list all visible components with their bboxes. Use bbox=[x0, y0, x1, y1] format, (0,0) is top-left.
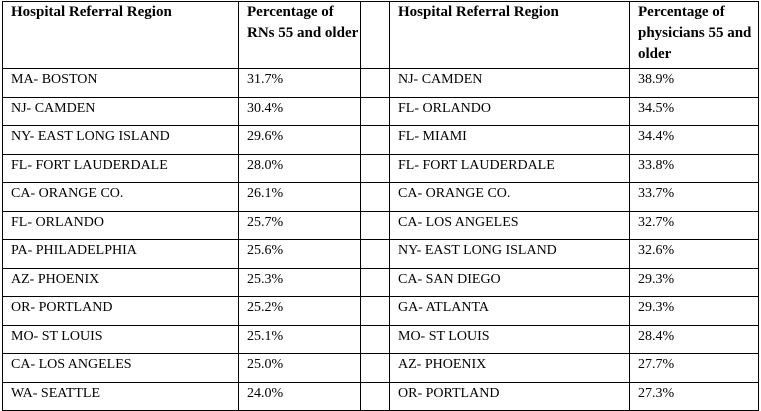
physician-percentage-cell: 33.8% bbox=[629, 153, 759, 183]
physician-region-cell: FL- ORLANDO bbox=[389, 96, 630, 126]
column-gap bbox=[360, 267, 390, 297]
column-gap bbox=[360, 239, 390, 269]
physician-region-cell: MO- ST LOUIS bbox=[389, 324, 630, 354]
table-row: FL- FORT LAUDERDALE 28.0% FL- FORT LAUDERD… bbox=[2, 153, 759, 183]
table-row: CA- ORANGE CO. 26.1% CA- ORANGE CO. 33.7% bbox=[2, 182, 759, 212]
physician-region-cell: CA- SAN DIEGO bbox=[389, 267, 630, 297]
column-gap bbox=[360, 1, 390, 69]
physician-percentage-cell: 27.7% bbox=[629, 353, 759, 383]
column-gap bbox=[360, 210, 390, 240]
rn-percentage-cell: 29.6% bbox=[238, 125, 361, 155]
physician-percentage-cell: 27.3% bbox=[629, 381, 759, 411]
column-gap bbox=[360, 96, 390, 126]
physician-region-cell: CA- ORANGE CO. bbox=[389, 182, 630, 212]
rn-region-cell: NJ- CAMDEN bbox=[2, 96, 239, 126]
rn-percentage-cell: 25.7% bbox=[238, 210, 361, 240]
header-physician-region: Hospital Referral Region bbox=[389, 1, 630, 69]
table-row: MA- BOSTON 31.7% NJ- CAMDEN 38.9% bbox=[2, 68, 759, 98]
physician-percentage-cell: 29.3% bbox=[629, 267, 759, 297]
physician-percentage-cell: 32.6% bbox=[629, 239, 759, 269]
table-row: FL- ORLANDO 25.7% CA- LOS ANGELES 32.7% bbox=[2, 210, 759, 240]
table-row: NJ- CAMDEN 30.4% FL- ORLANDO 34.5% bbox=[2, 96, 759, 126]
rn-percentage-cell: 31.7% bbox=[238, 68, 361, 98]
physician-percentage-cell: 33.7% bbox=[629, 182, 759, 212]
rn-percentage-cell: 24.0% bbox=[238, 381, 361, 411]
rn-region-cell: AZ- PHOENIX bbox=[2, 267, 239, 297]
column-gap bbox=[360, 381, 390, 411]
table-row: OR- PORTLAND 25.2% GA- ATLANTA 29.3% bbox=[2, 296, 759, 326]
rn-percentage-cell: 28.0% bbox=[238, 153, 361, 183]
physician-percentage-cell: 38.9% bbox=[629, 68, 759, 98]
table-row: AZ- PHOENIX 25.3% CA- SAN DIEGO 29.3% bbox=[2, 267, 759, 297]
rn-percentage-cell: 25.2% bbox=[238, 296, 361, 326]
rn-region-cell: CA- LOS ANGELES bbox=[2, 353, 239, 383]
rn-region-cell: PA- PHILADELPHIA bbox=[2, 239, 239, 269]
header-physician-percentage: Percentage of physicians 55 and older bbox=[629, 1, 759, 69]
physician-percentage-cell: 34.5% bbox=[629, 96, 759, 126]
rn-region-cell: FL- ORLANDO bbox=[2, 210, 239, 240]
rn-region-cell: NY- EAST LONG ISLAND bbox=[2, 125, 239, 155]
physician-region-cell: GA- ATLANTA bbox=[389, 296, 630, 326]
header-rn-percentage: Percentage of RNs 55 and older bbox=[238, 1, 361, 69]
header-row: Hospital Referral Region Percentage of R… bbox=[2, 1, 759, 69]
rn-region-cell: OR- PORTLAND bbox=[2, 296, 239, 326]
rn-region-cell: WA- SEATTLE bbox=[2, 381, 239, 411]
column-gap bbox=[360, 324, 390, 354]
rn-percentage-cell: 25.1% bbox=[238, 324, 361, 354]
physician-region-cell: FL- MIAMI bbox=[389, 125, 630, 155]
physician-percentage-cell: 29.3% bbox=[629, 296, 759, 326]
table-row: WA- SEATTLE 24.0% OR- PORTLAND 27.3% bbox=[2, 381, 759, 411]
physician-percentage-cell: 28.4% bbox=[629, 324, 759, 354]
rn-region-cell: CA- ORANGE CO. bbox=[2, 182, 239, 212]
table-row: MO- ST LOUIS 25.1% MO- ST LOUIS 28.4% bbox=[2, 324, 759, 354]
rn-percentage-cell: 25.3% bbox=[238, 267, 361, 297]
column-gap bbox=[360, 353, 390, 383]
rn-percentage-cell: 26.1% bbox=[238, 182, 361, 212]
column-gap bbox=[360, 296, 390, 326]
physician-region-cell: NY- EAST LONG ISLAND bbox=[389, 239, 630, 269]
physician-region-cell: AZ- PHOENIX bbox=[389, 353, 630, 383]
column-gap bbox=[360, 153, 390, 183]
column-gap bbox=[360, 182, 390, 212]
column-gap bbox=[360, 125, 390, 155]
physician-region-cell: CA- LOS ANGELES bbox=[389, 210, 630, 240]
column-gap bbox=[360, 68, 390, 98]
table-row: CA- LOS ANGELES 25.0% AZ- PHOENIX 27.7% bbox=[2, 353, 759, 383]
physician-region-cell: FL- FORT LAUDERDALE bbox=[389, 153, 630, 183]
physician-percentage-cell: 34.4% bbox=[629, 125, 759, 155]
physician-region-cell: OR- PORTLAND bbox=[389, 381, 630, 411]
rn-percentage-cell: 25.6% bbox=[238, 239, 361, 269]
rn-region-cell: FL- FORT LAUDERDALE bbox=[2, 153, 239, 183]
rn-region-cell: MA- BOSTON bbox=[2, 68, 239, 98]
rn-region-cell: MO- ST LOUIS bbox=[2, 324, 239, 354]
table-row: NY- EAST LONG ISLAND 29.6% FL- MIAMI 34.4% bbox=[2, 125, 759, 155]
rn-percentage-cell: 25.0% bbox=[238, 353, 361, 383]
table-row: PA- PHILADELPHIA 25.6% NY- EAST LONG ISLAN… bbox=[2, 239, 759, 269]
physician-percentage-cell: 32.7% bbox=[629, 210, 759, 240]
physician-region-cell: NJ- CAMDEN bbox=[389, 68, 630, 98]
header-rn-region: Hospital Referral Region bbox=[2, 1, 239, 69]
rn-percentage-cell: 30.4% bbox=[238, 96, 361, 126]
